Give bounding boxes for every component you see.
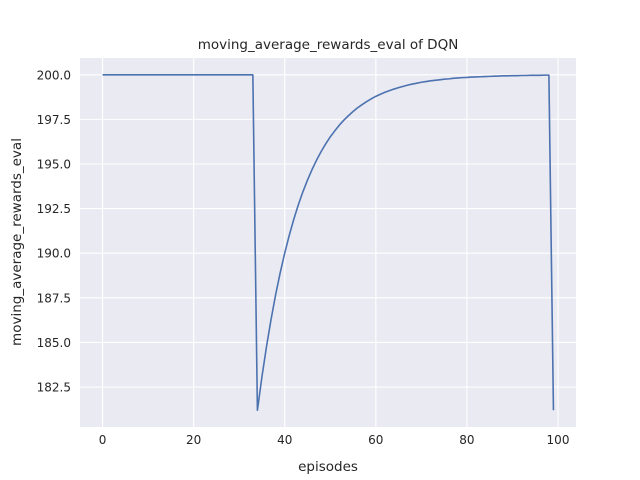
gridlines — [80, 58, 576, 427]
y-tick-label: 197.5 — [37, 113, 71, 127]
x-tick-label: 80 — [459, 433, 474, 447]
x-tick-label: 100 — [547, 433, 570, 447]
x-tick-label: 20 — [186, 433, 201, 447]
y-tick-label: 187.5 — [37, 291, 71, 305]
tick-labels: 0 20 40 60 80 100 182.5 185.0 187.5 190.0 192.5 195… — [37, 68, 570, 447]
x-tick-label: 0 — [99, 433, 107, 447]
y-tick-label: 195.0 — [37, 157, 71, 171]
plot-background — [80, 58, 576, 427]
series-layer — [102, 73, 555, 412]
series-line — [102, 73, 555, 412]
x-axis-label: episodes — [298, 459, 358, 475]
y-tick-label: 182.5 — [37, 381, 71, 395]
y-tick-label: 190.0 — [37, 247, 71, 261]
y-tick-label: 192.5 — [37, 202, 71, 216]
y-tick-label: 185.0 — [37, 336, 71, 350]
x-tick-label: 40 — [277, 433, 292, 447]
y-axis-label: moving_average_rewards_eval — [9, 138, 25, 346]
x-tick-label: 60 — [368, 433, 383, 447]
chart-title: moving_average_rewards_eval of DQN — [198, 37, 459, 53]
y-tick-label: 200.0 — [37, 68, 71, 82]
